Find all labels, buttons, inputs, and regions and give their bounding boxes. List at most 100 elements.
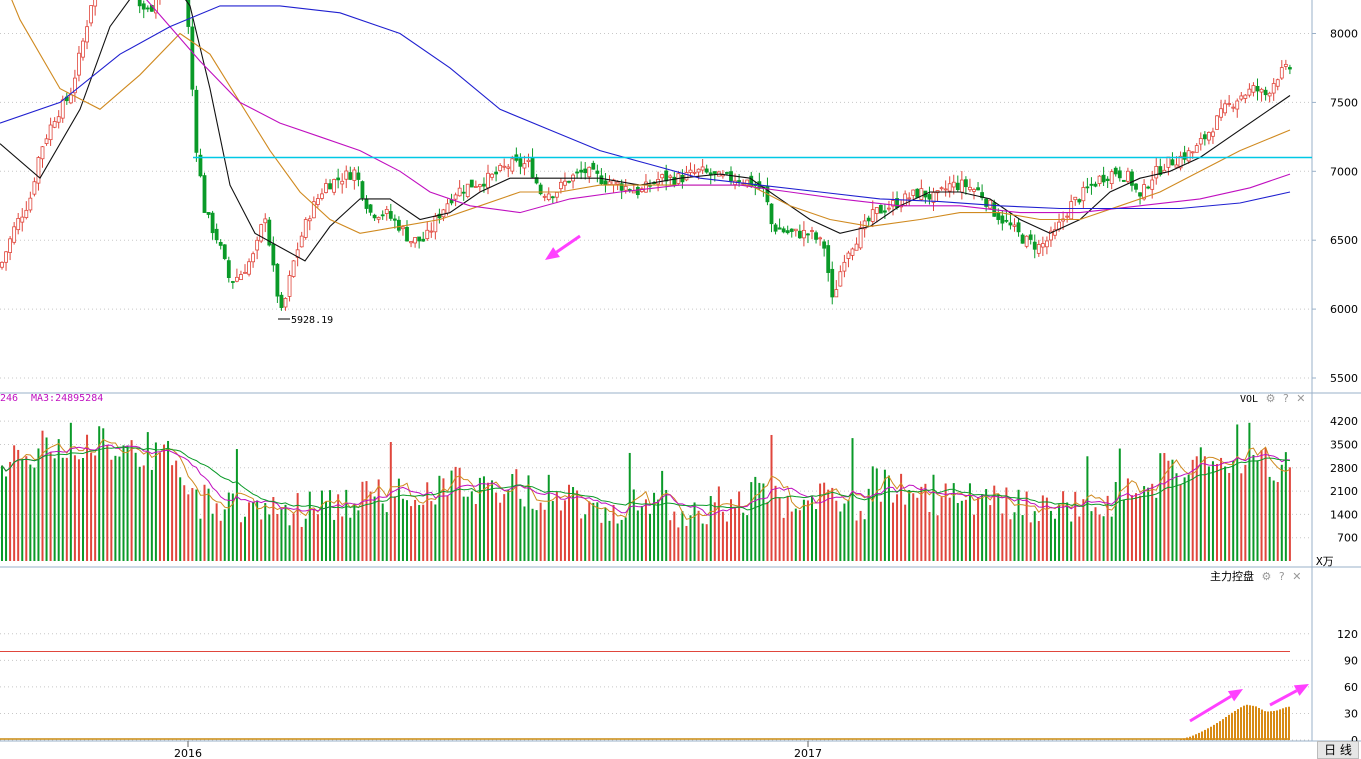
- volume-bar: [450, 470, 453, 561]
- volume-bar: [531, 508, 534, 561]
- candle-body: [32, 181, 37, 195]
- volume-bar: [191, 488, 194, 561]
- candle-body: [1109, 171, 1114, 185]
- candle-body: [190, 26, 195, 90]
- indicator-tick-label: 0: [1351, 734, 1358, 747]
- candle-body: [927, 194, 932, 200]
- indicator-bar: [1225, 716, 1227, 740]
- volume-bar: [644, 499, 647, 561]
- indicator-bar: [1282, 708, 1284, 740]
- candle-body: [259, 224, 264, 242]
- candle-body: [1073, 196, 1078, 201]
- candle-body: [409, 241, 413, 244]
- candle-body: [8, 238, 13, 253]
- close-icon[interactable]: ✕: [1296, 392, 1306, 405]
- candle-body: [1263, 89, 1268, 96]
- candle-body: [1089, 183, 1094, 186]
- volume-bar: [329, 490, 332, 561]
- volume-bar: [252, 502, 255, 561]
- candle-body: [348, 172, 353, 180]
- volume-bar: [73, 455, 76, 561]
- candle-body: [20, 216, 25, 223]
- volume-bar: [304, 518, 307, 561]
- indicator-bar: [1213, 724, 1215, 740]
- volume-bar: [636, 510, 639, 561]
- candle-body: [1113, 167, 1118, 175]
- candle-body: [1004, 219, 1009, 222]
- volume-bar: [790, 511, 793, 561]
- volume-bar: [863, 519, 866, 561]
- volume-bar: [1135, 493, 1137, 561]
- volume-bar: [774, 485, 777, 561]
- close-icon[interactable]: ✕: [1292, 570, 1302, 583]
- volume-bar: [1090, 511, 1093, 561]
- gear-icon[interactable]: ⚙: [1265, 392, 1276, 405]
- candle-body: [141, 3, 146, 10]
- volume-bar: [1195, 456, 1198, 561]
- candle-body: [619, 183, 624, 191]
- volume-bar: [1280, 464, 1283, 561]
- candle-body: [218, 242, 223, 246]
- volume-bar: [734, 508, 737, 561]
- candle-body: [737, 180, 741, 182]
- help-icon[interactable]: ?: [1282, 392, 1289, 405]
- candle-body: [554, 192, 559, 198]
- volume-bar: [25, 456, 28, 561]
- volume-bar: [94, 455, 97, 561]
- volume-bar: [1203, 456, 1206, 561]
- volume-bar: [272, 497, 275, 561]
- volume-bar: [1191, 459, 1194, 561]
- candle-body: [575, 171, 579, 174]
- volume-bar: [904, 504, 907, 561]
- candle-body: [915, 188, 920, 198]
- volume-bar: [401, 498, 404, 561]
- volume-bar: [1130, 495, 1133, 561]
- candle-body: [81, 40, 85, 58]
- volume-bar: [665, 489, 668, 561]
- volume-bar: [786, 495, 789, 561]
- candle-body: [267, 219, 272, 246]
- candle-body: [1024, 235, 1029, 247]
- volume-bar: [77, 459, 80, 561]
- volume-bar: [806, 500, 809, 561]
- volume-bar: [600, 522, 603, 561]
- candle-body: [222, 244, 227, 259]
- candle-body: [1028, 234, 1033, 240]
- candlesticks: [0, 0, 1292, 311]
- moving-average-black: [0, 0, 1291, 262]
- candle-body: [77, 52, 81, 76]
- volume-bar: [1114, 482, 1117, 561]
- volume-bar: [547, 474, 550, 561]
- candle-body: [40, 146, 45, 160]
- volume-bar: [973, 514, 975, 561]
- indicator-tick-label: 30: [1344, 707, 1358, 720]
- volume-bar: [1126, 478, 1129, 561]
- candle-body: [376, 217, 381, 220]
- candle-body: [230, 281, 235, 283]
- help-icon[interactable]: ?: [1278, 570, 1285, 583]
- price-tick-label: 6500: [1330, 234, 1358, 247]
- candle-body: [704, 168, 709, 173]
- gear-icon[interactable]: ⚙: [1261, 570, 1272, 583]
- volume-bar: [1183, 477, 1186, 561]
- candle-body: [595, 170, 600, 174]
- volume-bar: [778, 497, 781, 561]
- indicator-bar: [1243, 705, 1245, 740]
- candle-body: [263, 218, 268, 224]
- volume-bar: [653, 492, 656, 561]
- indicator-bar: [1231, 712, 1233, 740]
- candle-body: [518, 158, 523, 167]
- candle-body: [48, 124, 53, 141]
- candle-body: [1097, 175, 1102, 184]
- period-button[interactable]: 日 线: [1317, 741, 1359, 759]
- volume-bar: [499, 502, 502, 561]
- volume-bar: [1288, 467, 1291, 561]
- candle-body: [1085, 186, 1090, 189]
- volume-bar: [316, 514, 319, 561]
- volume-bar: [754, 476, 757, 561]
- indicator-bar: [1288, 706, 1290, 740]
- volume-bar: [584, 514, 587, 561]
- candle-body: [433, 216, 438, 233]
- volume-bar: [1171, 459, 1174, 561]
